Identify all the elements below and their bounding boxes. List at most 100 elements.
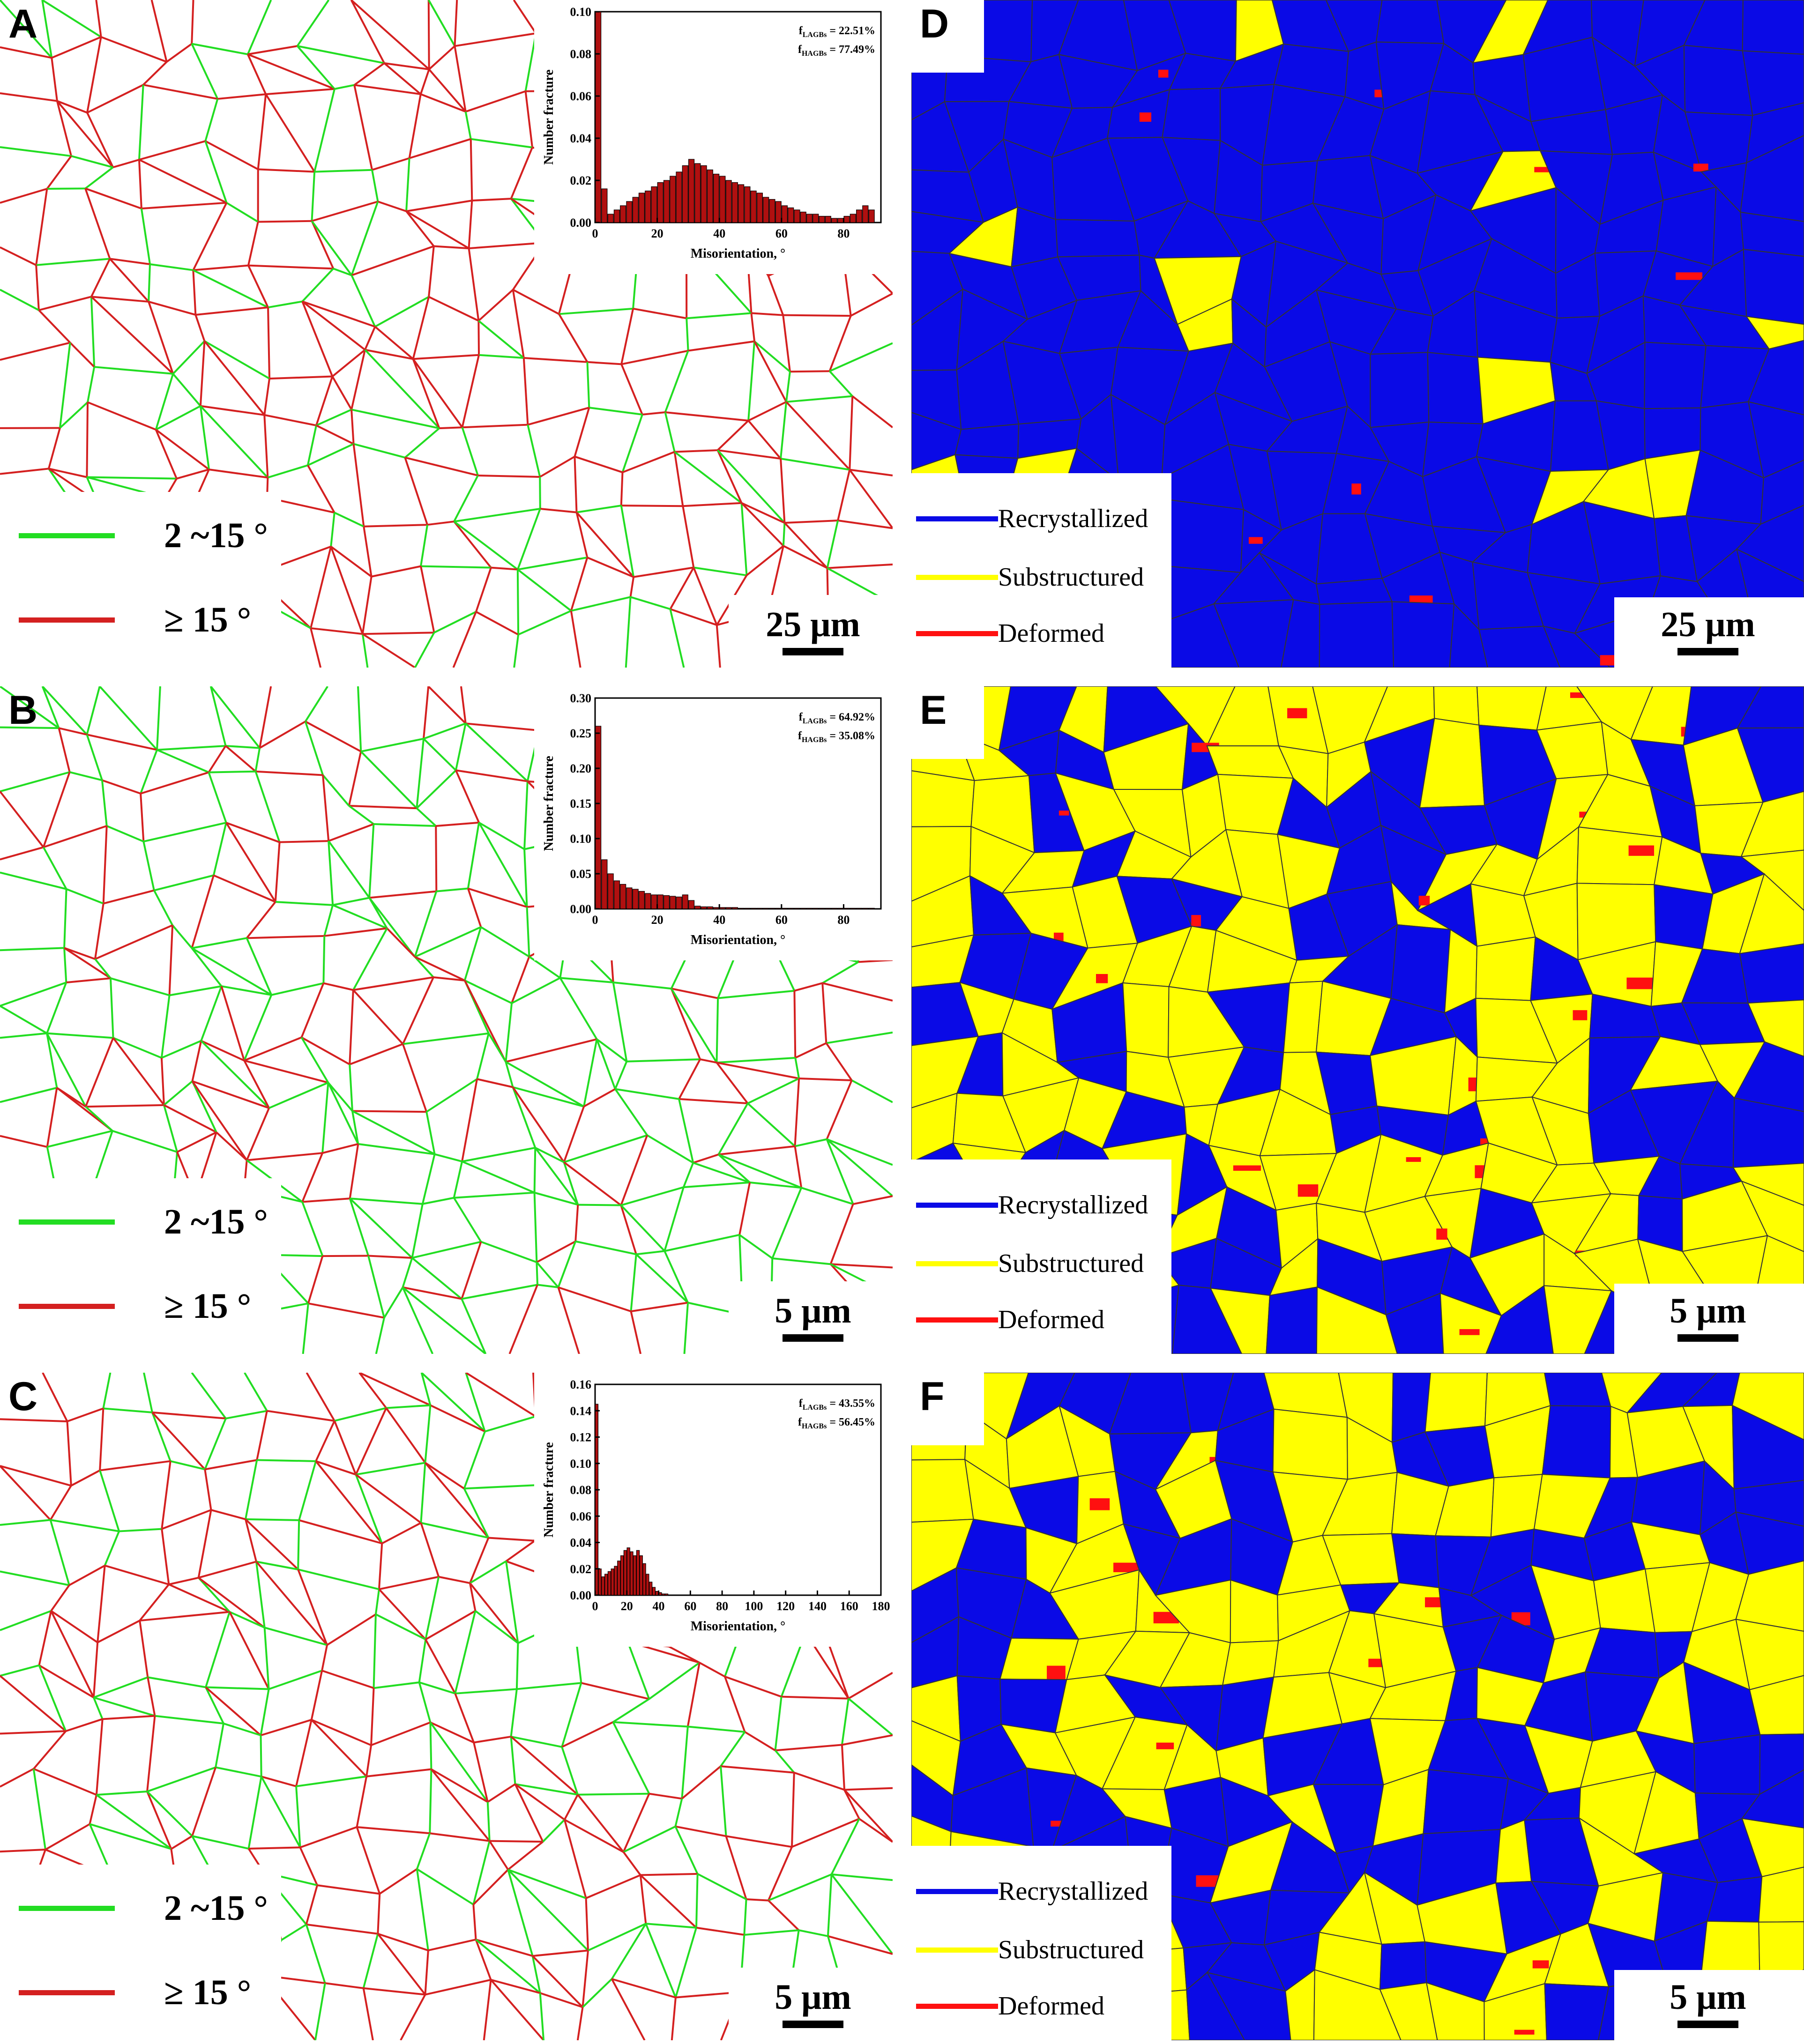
grain-boundary-segment [743,1899,747,1935]
recrystallized-legend-line [916,1888,998,1894]
grain-boundary-segment [453,475,479,522]
grain-boundary-segment [51,36,102,59]
grain-boundary-segment [383,62,422,95]
grain-boundary-segment [751,312,783,316]
grain-boundary-segment [487,1783,516,1803]
grain-boundary-segment [790,370,830,373]
grain-boundary-segment [197,1509,212,1578]
grain-boundary-segment [57,100,88,114]
grain-boundary-segment [96,1791,148,1796]
grain-boundary-segment [258,168,315,173]
grain-boundary-segment [464,980,507,1063]
grain-boundary-segment [204,141,228,203]
lagb-fraction-annotation: fLAGBs = 22.51% [799,25,875,39]
grain-boundary-segment [375,1613,426,1641]
grain-boundary-segment [409,138,471,159]
grain-boundary-segment [166,43,193,63]
histogram-bar [856,209,863,223]
grain-boundary-segment [315,1420,335,1462]
grain-boundary-segment [678,1099,694,1163]
grain-boundary-segment [425,1111,436,1155]
grain-boundary-segment [86,402,89,477]
histogram-bar [620,205,626,223]
grain-boundary-segment [306,1923,378,1935]
grain-boundary-segment [416,738,425,809]
grain-boundary-segment [163,1080,193,1106]
grain-boundary-segment [693,566,747,577]
grain-boundary-segment [0,0,52,59]
grain-boundary-segment [681,1765,722,1799]
grain-boundary-segment [425,1462,465,1490]
grain-boundary-segment [308,1302,385,1319]
y-tick-label: 0.02 [570,174,592,187]
grain-boundary-segment [305,721,362,752]
grain-boundary-segment [718,1145,795,1156]
histogram-bar [719,176,726,223]
grain-boundary-segment [716,450,743,504]
grain-boundary-segment [59,401,89,429]
grain-boundary-segment [201,1040,245,1062]
grain-boundary-segment [768,1900,800,1931]
grain-boundary-segment [665,411,749,422]
grain [1266,1286,1318,1354]
grain [999,1637,1079,1680]
grain-boundary-segment [837,469,851,521]
grain [1742,0,1804,55]
grain-boundary-segment [400,1994,426,2040]
grain-boundary-segment [620,1204,665,1252]
grain-boundary-segment [469,242,545,250]
grain-boundary-segment [767,1846,793,1901]
grain-boundary-segment [259,686,272,749]
histogram-bar [657,894,663,909]
grain-boundary-segment [323,905,334,937]
y-tick-label: 0.02 [570,1562,592,1576]
histogram-bar [670,896,676,909]
grain-boundary-segment [70,1469,101,1487]
grain-boundary-segment [295,1719,313,1787]
grain-boundary-segment [505,1561,519,1643]
grain-boundary-segment [630,596,671,610]
grain-boundary-segment [428,45,455,70]
grain-boundary-segment [267,464,308,479]
grain-boundary-segment [255,1561,328,1646]
grain-boundary-segment [416,1868,474,1905]
grain-boundary-segment [453,520,492,568]
substructured-legend-label: Substructured [998,563,1144,592]
grain-boundary-segment [663,1250,689,1303]
grain-boundary-segment [0,146,72,157]
grain-boundary-segment [422,1197,455,1205]
grain-boundary-segment [349,805,417,810]
grain-boundary-segment [720,1766,727,1836]
grain-boundary-segment [774,1750,795,1774]
grain-boundary-segment [191,947,223,987]
grain-boundary-segment [85,1104,164,1108]
grain-boundary-segment [533,1192,538,1263]
x-tick-label: 80 [837,913,850,927]
grain-boundary-segment [725,1836,747,1900]
grain-boundary-segment [428,68,467,112]
grain-boundary-segment [724,1675,782,1698]
grain-boundary-segment [611,1923,647,1980]
grain-boundary-segment [386,1404,431,1409]
grain-boundary-segment [268,1082,329,1109]
grain-boundary-segment [38,296,92,311]
grain-boundary-segment [245,1518,299,1570]
grain-boundary-segment [310,627,363,635]
plot-frame [594,697,882,910]
x-tick-label: 80 [716,1599,728,1613]
grain-boundary-segment [328,823,374,842]
deformed-region [1459,1329,1480,1335]
grain-boundary-segment [324,927,388,937]
grain-boundary-segment [489,1840,509,1870]
histogram-bar [595,726,602,909]
grain-boundary-segment [199,341,206,406]
histogram-bar [825,216,831,223]
grain-boundary-segment [412,358,440,429]
grain-boundary-segment [90,297,96,367]
histogram-bar [713,173,720,223]
histogram-bar [837,218,844,223]
grain-boundary-segment [469,1582,519,1644]
grain-boundary-segment [464,111,472,140]
grain-boundary-segment [431,1768,488,1803]
grain-boundary-segment [334,512,365,528]
